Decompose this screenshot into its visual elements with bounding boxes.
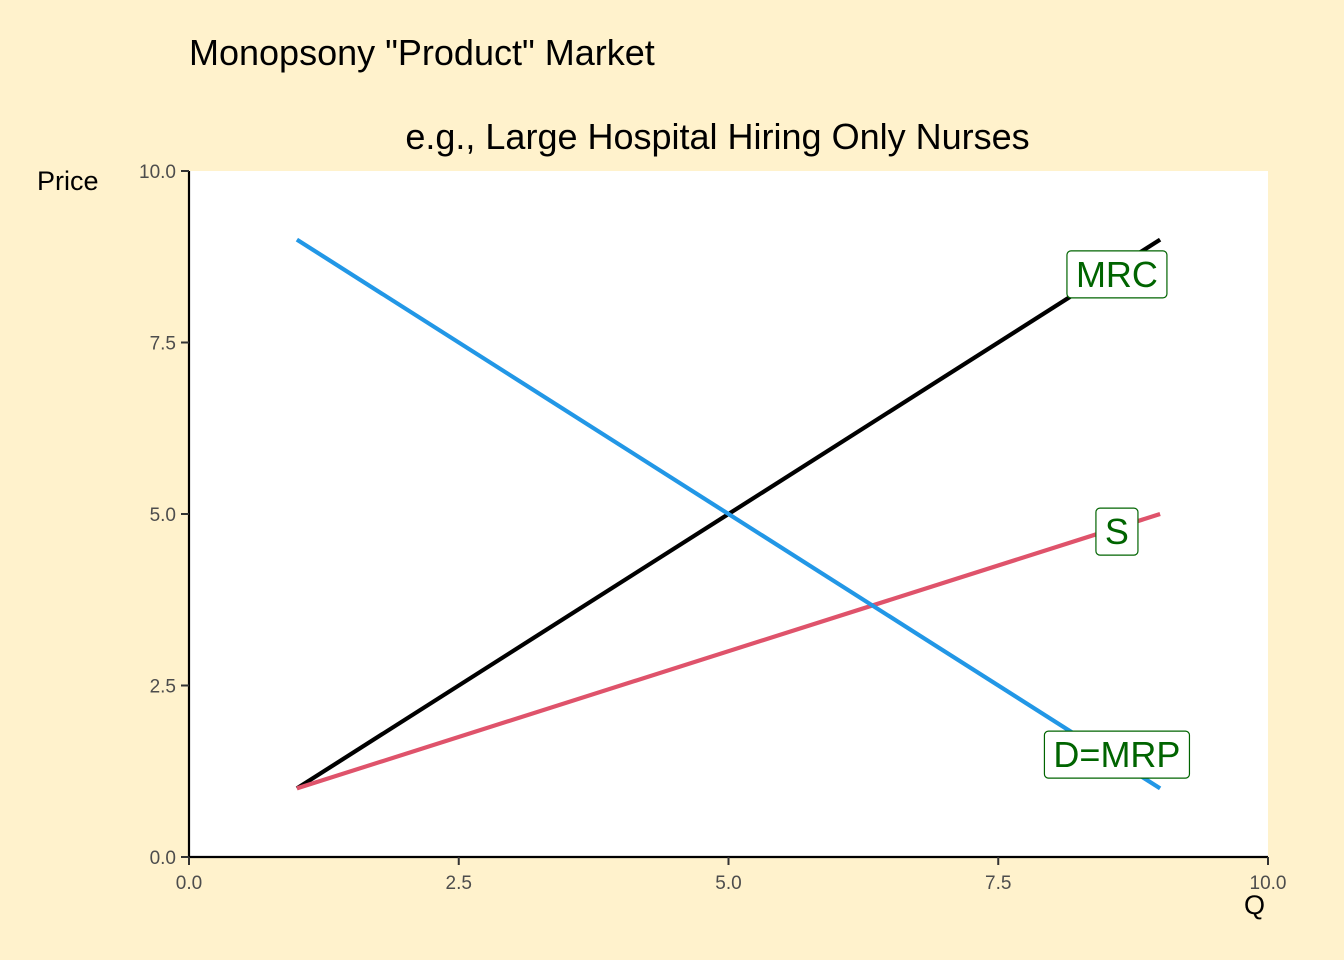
series-label-mrc: MRC (1066, 250, 1168, 299)
series-label-box (1043, 730, 1191, 779)
x-tick-label: 5.0 (715, 873, 741, 894)
series-line-d-mrp (295, 237, 1162, 791)
x-tick-label: 0.0 (176, 873, 202, 894)
series-label-text: D=MRP (1053, 734, 1180, 775)
series-label-box (1066, 250, 1168, 299)
y-tick-label: 2.5 (150, 677, 176, 698)
y-tick-label: 7.5 (150, 334, 176, 355)
series-label-box (1095, 507, 1139, 556)
y-tick-label: 5.0 (150, 505, 176, 526)
series-label-text: MRC (1076, 254, 1158, 295)
series-label-s: S (1095, 507, 1139, 556)
y-axis-label: Price (37, 166, 99, 196)
x-tick-label: 10.0 (1250, 873, 1287, 894)
x-axis-label: Q (1244, 890, 1266, 920)
x-tick-label: 2.5 (446, 873, 472, 894)
chart-title: Monopsony "Product" Market (189, 32, 655, 73)
chart-subtitle: e.g., Large Hospital Hiring Only Nurses (405, 116, 1030, 157)
y-tick-label: 10.0 (139, 162, 176, 183)
x-tick-label: 7.5 (985, 873, 1011, 894)
series-line-s (296, 511, 1161, 791)
series-label-text: S (1105, 511, 1129, 552)
series-label-d-mrp: D=MRP (1043, 730, 1191, 779)
y-tick-label: 0.0 (150, 848, 176, 869)
